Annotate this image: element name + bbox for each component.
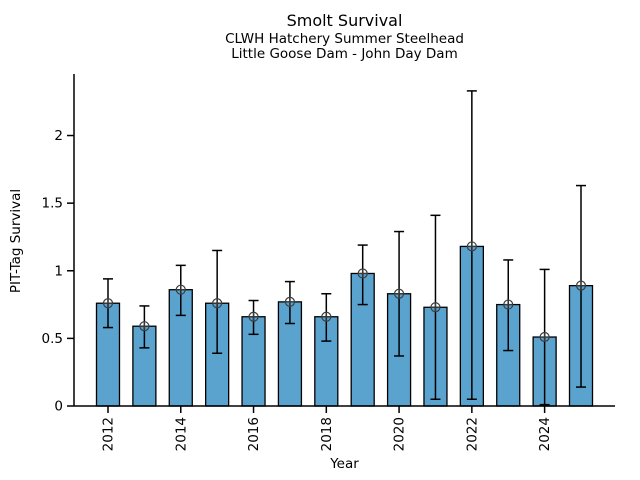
x-tick-label-2024: 2024: [537, 417, 553, 451]
marker-circle-2024: [539, 331, 550, 343]
marker-circle-2022: [466, 241, 477, 252]
marker-circle-2013: [139, 321, 150, 332]
chart-subtitle-hatchery: CLWH Hatchery Summer Steelhead: [225, 31, 464, 47]
marker-circle-2021: [430, 302, 441, 313]
marker-circle-2023: [503, 299, 514, 310]
y-tick-label-2: 2: [54, 128, 63, 144]
marker-circle-2019: [357, 268, 368, 279]
x-tick-label-2012: 2012: [101, 417, 117, 451]
marker-circle-2017: [284, 296, 296, 307]
x-tick-label-2020: 2020: [392, 417, 408, 451]
x-tick-label-2018: 2018: [319, 417, 335, 451]
y-tick-label-1: 1: [54, 263, 63, 279]
chart-subtitle-reach: Little Goose Dam - John Day Dam: [231, 46, 458, 62]
marker-circle-2020: [393, 288, 405, 299]
chart-title: Smolt Survival: [286, 11, 403, 30]
x-tick-label-2022: 2022: [464, 417, 480, 451]
x-tick-label-2014: 2014: [173, 417, 189, 451]
marker-circle-2016: [248, 311, 259, 322]
marker-circle-2018: [321, 311, 332, 322]
x-tick-label-2016: 2016: [246, 417, 262, 451]
marker-circle-2014: [175, 284, 186, 295]
marker-circle-2012: [102, 298, 114, 309]
y-tick-label-1.5: 1.5: [42, 196, 63, 212]
marker-circle-2025: [575, 280, 587, 291]
x-axis-label: Year: [330, 456, 359, 472]
marker-circle-2015: [212, 298, 223, 309]
y-tick-label-0: 0: [54, 399, 63, 415]
y-tick-label-0.5: 0.5: [42, 331, 63, 347]
